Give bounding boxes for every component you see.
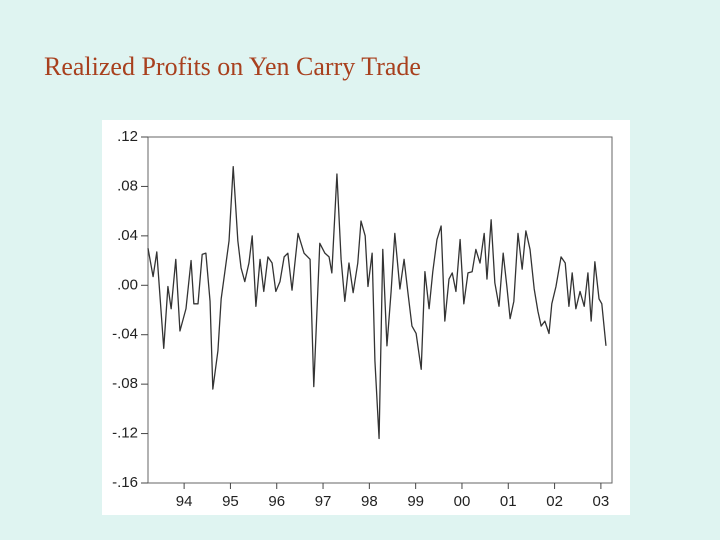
chart-panel	[102, 120, 630, 515]
chart-title: Realized Profits on Yen Carry Trade	[44, 52, 421, 81]
x-tick-label: 00	[454, 493, 471, 510]
y-tick-label: -.04	[112, 326, 138, 343]
x-tick-label: 96	[268, 493, 285, 510]
y-tick-label: .08	[117, 177, 138, 194]
x-tick-label: 01	[500, 493, 517, 510]
x-tick-label: 02	[546, 493, 563, 510]
x-tick-label: 03	[593, 493, 610, 510]
y-tick-label: -.16	[112, 474, 138, 491]
y-tick-label: -.12	[112, 425, 138, 442]
x-tick-label: 98	[361, 493, 378, 510]
y-tick-label: .12	[117, 128, 138, 145]
data-line	[147, 166, 607, 440]
y-tick-label: -.08	[112, 375, 138, 392]
x-tick-label: 94	[176, 493, 193, 510]
plot-frame	[147, 136, 613, 484]
x-tick-label: 99	[407, 493, 424, 510]
y-tick-label: .04	[117, 227, 138, 244]
x-tick-label: 97	[315, 493, 332, 510]
x-tick-label: 95	[222, 493, 239, 510]
y-tick-label: .00	[117, 276, 138, 293]
